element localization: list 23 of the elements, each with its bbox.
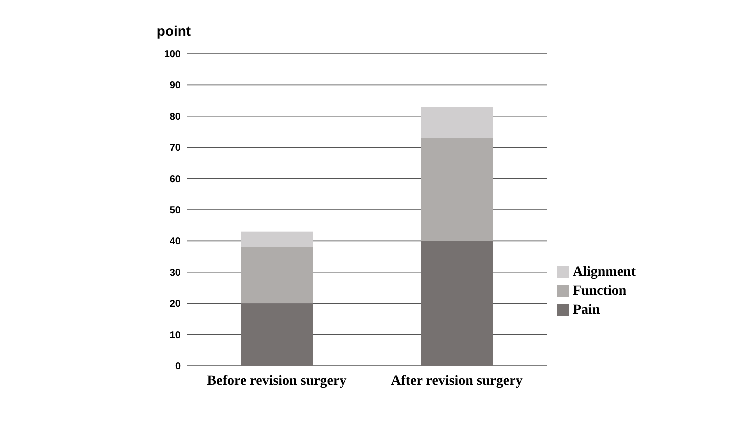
y-tick-label: 100 — [164, 50, 182, 60]
bar — [241, 232, 313, 248]
x-tick-label: Before revision surgery — [207, 374, 347, 389]
bar — [421, 107, 493, 138]
y-tick-label: 10 — [170, 330, 182, 342]
bar — [421, 241, 493, 366]
legend-label: Alignment — [573, 265, 636, 280]
bar — [421, 138, 493, 242]
y-tick-label: 90 — [170, 80, 182, 92]
y-axis-title: point — [156, 23, 192, 39]
y-tick-label: 60 — [170, 174, 182, 186]
legend-label: Pain — [573, 303, 600, 318]
y-tick-label: 0 — [175, 362, 182, 372]
y-tick-label: 20 — [170, 299, 182, 310]
y-tick-label: 40 — [170, 236, 182, 248]
y-tick-label: 70 — [170, 143, 182, 154]
bar — [241, 247, 313, 304]
bar — [241, 304, 313, 366]
y-tick-label: 30 — [170, 268, 182, 279]
legend-label: Function — [573, 284, 627, 299]
y-tick-label: 80 — [170, 112, 182, 123]
y-tick-label: 50 — [170, 206, 182, 216]
x-tick-label: After revision surgery — [391, 374, 523, 389]
